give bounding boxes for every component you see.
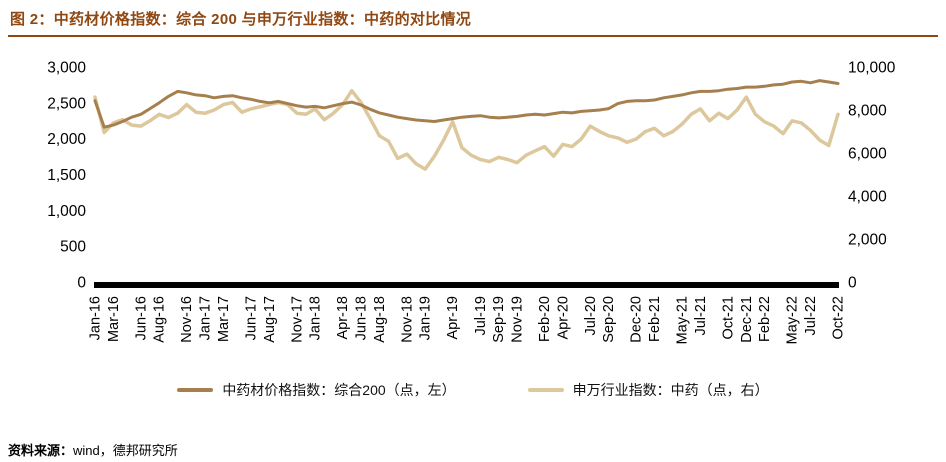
legend-swatch-composite200-icon xyxy=(177,388,214,392)
x-axis-tick-label: Aug-18 xyxy=(372,296,388,343)
chart-canvas: 3,000 2,500 2,000 1,500 1,000 500 0 10,000 8,000… xyxy=(47,60,896,345)
series-line-composite200 xyxy=(93,79,840,129)
x-axis-tick-label: Jan-19 xyxy=(418,296,434,340)
x-axis-tick-label: Nov-17 xyxy=(289,296,305,343)
x-axis-tick-label: Jun-16 xyxy=(133,296,149,340)
right-axis-tick-label: 0 xyxy=(848,275,857,292)
x-axis-tick-label: Apr-20 xyxy=(555,296,571,340)
x-axis-tick-label: Feb-22 xyxy=(757,296,773,342)
x-axis-tick-label: Aug-16 xyxy=(152,296,168,343)
x-axis-tick-label: Feb-20 xyxy=(537,296,553,342)
x-axis-tick-label: May-22 xyxy=(785,296,801,344)
x-axis-tick-label: Jul-22 xyxy=(803,296,819,336)
x-axis-tick-label: Jan-17 xyxy=(198,296,214,340)
right-axis-tick-label: 4,000 xyxy=(848,189,887,206)
left-axis-tick-label: 2,000 xyxy=(47,131,86,148)
x-axis-tick-label: Oct-21 xyxy=(720,296,736,340)
x-axis-tick-label: Dec-20 xyxy=(629,296,645,343)
x-axis-tick-label: Jun-18 xyxy=(354,296,370,340)
right-axis-tick-label: 2,000 xyxy=(848,232,887,249)
x-axis-tick-label: Jan-16 xyxy=(88,296,104,340)
x-axis-tick-label: Jul-20 xyxy=(583,296,599,336)
x-axis-tick-label: Jul-21 xyxy=(693,296,709,336)
x-axis-tick-label: Aug-17 xyxy=(262,296,278,343)
x-axis-tick-label: Mar-16 xyxy=(106,296,122,342)
legend-swatch-sw-tcm-icon xyxy=(527,388,564,392)
left-axis-tick-label: 0 xyxy=(77,275,86,292)
left-axis-tick-label: 1,000 xyxy=(47,203,86,220)
left-axis-tick-label: 1,500 xyxy=(47,167,86,184)
left-axis-tick-label: 500 xyxy=(60,239,86,256)
title-divider xyxy=(8,35,938,37)
x-axis-tick-label: Jan-18 xyxy=(308,296,324,340)
chart-legend: 中药材价格指数：综合200（点，左） 申万行业指数：中药（点，右） xyxy=(0,380,946,400)
x-axis-tick-label: Nov-16 xyxy=(179,296,195,343)
x-axis-tick-label: Dec-21 xyxy=(739,296,755,343)
x-axis-tick-label: Oct-22 xyxy=(831,296,847,340)
legend-item-sw-tcm: 申万行业指数：中药（点，右） xyxy=(527,380,769,400)
source-label: 资料来源： xyxy=(8,443,74,458)
x-axis-tick-label: Feb-21 xyxy=(647,296,663,342)
legend-item-composite200: 中药材价格指数：综合200（点，左） xyxy=(177,380,456,400)
source-value: wind，德邦研究所 xyxy=(73,443,178,458)
right-axis-tick-label: 8,000 xyxy=(848,103,887,120)
right-axis-tick-label: 10,000 xyxy=(848,60,896,77)
page-title: 图 2：中药材价格指数：综合 200 与申万行业指数：中药的对比情况 xyxy=(10,11,472,28)
x-axis-tick-label: Nov-19 xyxy=(510,296,526,343)
x-axis-tick-label: Sep-20 xyxy=(601,296,617,343)
x-axis-baseline xyxy=(94,282,839,288)
source-note: 资料来源：wind，德邦研究所 xyxy=(8,440,178,459)
series-line-sw-tcm xyxy=(93,88,840,171)
x-axis-tick-label: Nov-18 xyxy=(399,296,415,343)
x-axis-tick-label: Jul-19 xyxy=(473,296,489,336)
x-axis-tick-label: May-21 xyxy=(675,296,691,344)
legend-label-sw-tcm: 申万行业指数：中药（点，右） xyxy=(572,382,769,398)
x-axis-tick-label: Mar-17 xyxy=(216,296,232,342)
right-axis-tick-label: 6,000 xyxy=(848,146,887,163)
x-axis-tick-label: Jun-17 xyxy=(243,296,259,340)
x-axis-tick-label: Apr-18 xyxy=(335,296,351,340)
left-axis-tick-label: 3,000 xyxy=(47,60,86,77)
x-axis-tick-label: Apr-19 xyxy=(445,296,461,340)
x-axis-tick-label: Sep-19 xyxy=(491,296,507,343)
legend-label-composite200: 中药材价格指数：综合200（点，左） xyxy=(222,382,456,398)
left-axis-tick-label: 2,500 xyxy=(47,95,86,112)
